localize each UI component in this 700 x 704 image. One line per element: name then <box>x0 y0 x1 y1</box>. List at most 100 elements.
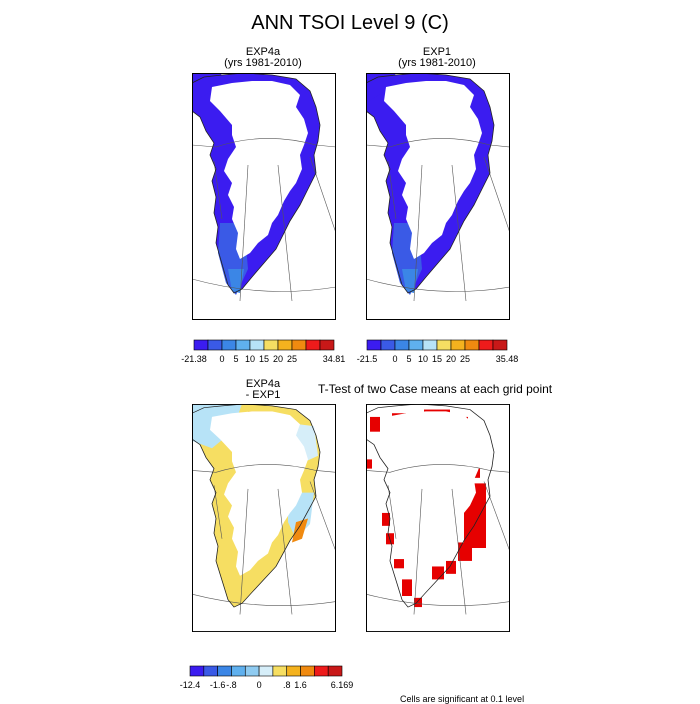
colorbar-box <box>436 339 452 351</box>
colorbar-tick-label: 6.169 <box>331 680 354 690</box>
difference-field-warm <box>292 518 308 543</box>
colorbar-tick-label: 35.48 <box>496 354 519 364</box>
colorbar-box <box>235 339 251 351</box>
map-grid-line <box>239 488 249 615</box>
colorbar-box <box>277 339 293 351</box>
significant-cell <box>476 501 484 517</box>
map-grid-line <box>192 138 336 148</box>
colorbar-box <box>249 339 265 351</box>
colorbar-box <box>422 339 438 351</box>
panel-title-exp4a-years: (yrs 1981-2010) <box>224 57 302 69</box>
panel-title-diff: EXP4a - EXP1 <box>188 379 338 401</box>
map-frame <box>366 73 510 320</box>
map-grid-line <box>451 488 467 615</box>
significant-cell <box>414 597 422 608</box>
interior-ice-mask <box>210 81 308 259</box>
significant-cell <box>446 560 456 574</box>
interior-ice-mask <box>384 411 482 576</box>
significant-cell <box>432 566 444 580</box>
colorbar-tick-label: 15 <box>259 354 269 364</box>
colorbar-tick-label: 5 <box>406 354 411 364</box>
colorbar-box <box>492 339 508 351</box>
map-grid-line <box>451 164 467 302</box>
significant-cell <box>402 579 412 596</box>
map-panel-exp4a <box>192 73 336 320</box>
colorbar-tick-label: 0 <box>219 354 224 364</box>
colorbar-diff: -12.4 -1.6 -.8 0 .8 1.6 6.169 <box>180 665 354 690</box>
coastline <box>366 73 495 294</box>
map-frame <box>366 404 510 632</box>
colorbar-box <box>217 665 232 677</box>
map-grid-line <box>413 164 423 302</box>
coastline <box>192 73 321 294</box>
panel-title-exp4a: EXP4a (yrs 1981-2010) <box>188 47 338 69</box>
temperature-field-tip <box>402 269 418 293</box>
map-grid-line <box>366 593 510 606</box>
colorbar-box <box>380 339 396 351</box>
ocean-corner-field <box>192 73 222 103</box>
colorbar-box <box>327 665 343 677</box>
map-grid-line <box>483 481 510 552</box>
colorbar-tick-label: 10 <box>418 354 428 364</box>
colorbar-tick-label: 10 <box>245 354 255 364</box>
colorbar-tick-label: -21.38 <box>181 354 207 364</box>
interior-ice-mask <box>210 411 308 576</box>
colorbar-box <box>272 665 288 677</box>
significant-cell <box>370 416 380 432</box>
colorbar-box <box>478 339 494 351</box>
colorbar-tick-label: 20 <box>446 354 456 364</box>
colorbar-box <box>203 665 218 677</box>
coastline <box>192 404 321 608</box>
map-grid-line <box>192 593 336 606</box>
colorbar-tick-label: -21.5 <box>357 354 378 364</box>
map-grid-line <box>309 156 336 234</box>
colorbar-exp1: -21.5 0 5 10 15 20 25 35.48 <box>357 339 519 364</box>
significant-cell <box>366 459 372 469</box>
colorbar-box <box>408 339 424 351</box>
colorbar-tick-label: 20 <box>273 354 283 364</box>
colorbar-box <box>300 665 315 677</box>
ocean-corner-field <box>366 73 396 103</box>
colorbar-tick-label: 25 <box>460 354 470 364</box>
panel-title-diff-main: EXP4a <box>245 378 281 390</box>
interior-ice-mask <box>384 81 482 259</box>
colorbar-box <box>366 339 382 351</box>
map-grid-line <box>192 278 336 292</box>
map-grid-line <box>277 164 293 302</box>
map-grid-line <box>239 164 249 302</box>
colorbar-box <box>193 339 209 351</box>
colorbar-tick-label: 1.6 <box>294 680 307 690</box>
map-panel-diff <box>192 404 336 632</box>
colorbar-tick-label: 25 <box>287 354 297 364</box>
colorbar-box <box>189 665 205 677</box>
panel-title-exp1-years: (yrs 1981-2010) <box>398 57 476 69</box>
colorbar-tick-label: 5 <box>233 354 238 364</box>
map-frame <box>192 73 336 320</box>
colorbar-tick-label: 34.81 <box>323 354 346 364</box>
map-grid-line <box>366 138 510 148</box>
colorbar-box <box>319 339 335 351</box>
significant-cell <box>382 512 390 526</box>
colorbar-tick-label: 0 <box>257 680 262 690</box>
panel-title-exp1-main: EXP1 <box>422 46 452 58</box>
colorbar-box <box>244 665 260 677</box>
panel-title-exp4a-main: EXP4a <box>245 46 281 58</box>
colorbar-tick-label: -12.4 <box>180 680 201 690</box>
map-panel-ttest <box>366 404 510 632</box>
temperature-field-tip <box>228 269 244 293</box>
colorbar-box <box>263 339 279 351</box>
significant-cell <box>458 542 472 561</box>
panel-title-exp1: EXP1 (yrs 1981-2010) <box>362 47 512 69</box>
colorbar-box <box>464 339 480 351</box>
map-grid-line <box>277 488 293 615</box>
figure-title: ANN TSOI Level 9 (C) <box>251 12 449 34</box>
colorbar-tick-label: -.8 <box>226 680 237 690</box>
colorbar-tick-label: -1.6 <box>210 680 226 690</box>
map-grid-line <box>483 156 510 234</box>
colorbar-box <box>450 339 466 351</box>
map-grid-line <box>309 481 336 552</box>
significant-cell <box>394 559 404 569</box>
coastline <box>366 404 495 608</box>
map-frame <box>192 404 336 632</box>
colorbar-box <box>394 339 410 351</box>
